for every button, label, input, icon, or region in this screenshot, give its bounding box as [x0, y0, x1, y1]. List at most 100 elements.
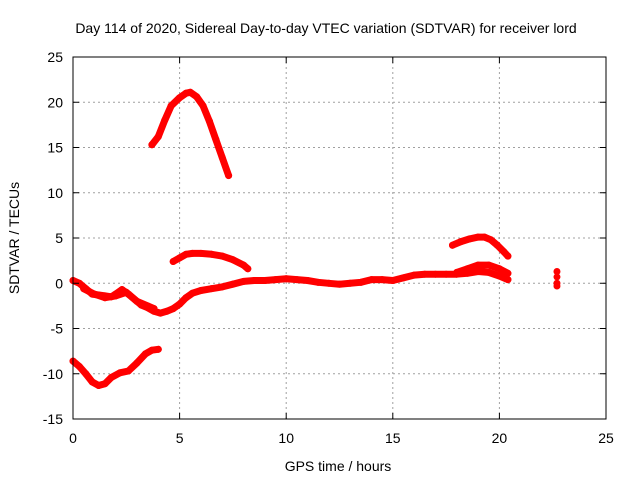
data-point-band-main-27 — [272, 276, 280, 284]
data-point-band-lower-5 — [133, 297, 141, 305]
data-point-arc-neg-4 — [95, 382, 103, 390]
data-point-band-main-45 — [463, 269, 471, 277]
data-point-band-lower-7 — [150, 305, 158, 313]
data-point-band-main-28 — [282, 275, 290, 283]
x-tick-label-25: 25 — [598, 430, 614, 446]
data-point-band-main-20 — [197, 286, 205, 294]
data-point-band-lower-2 — [101, 294, 109, 302]
data-point-arc-late-0 — [448, 241, 456, 249]
data-series — [69, 88, 561, 390]
data-point-arc-high-3 — [167, 102, 175, 110]
data-point-arc-late-low-3 — [485, 261, 493, 269]
data-point-arc-mid-7 — [229, 256, 237, 264]
data-point-arc-neg-11 — [148, 346, 156, 354]
data-point-arc-mid-2 — [182, 250, 190, 258]
data-point-band-lower-0 — [80, 285, 88, 293]
y-tick-label-0: 0 — [55, 275, 63, 291]
y-tick-label--10: -10 — [43, 366, 63, 382]
data-point-band-main-36 — [367, 276, 375, 284]
x-axis-label: GPS time / hours — [285, 458, 392, 474]
data-point-arc-mid-4 — [197, 249, 205, 257]
y-tick-label--15: -15 — [43, 411, 63, 427]
data-point-band-lower-4 — [122, 288, 130, 296]
data-point-arc-neg-7 — [116, 369, 124, 377]
data-point-band-main-22 — [218, 283, 226, 291]
data-point-arc-mid-6 — [218, 252, 226, 260]
data-point-band-lower-3 — [112, 292, 120, 300]
data-point-arc-neg-12 — [154, 345, 162, 353]
data-point-band-main-24 — [240, 277, 248, 285]
data-point-arc-high-7 — [193, 93, 201, 101]
series-line-band-main — [69, 268, 512, 317]
data-point-arc-late-8 — [504, 252, 512, 260]
data-point-arc-high-6 — [186, 88, 194, 96]
data-point-band-main-44 — [453, 270, 461, 278]
data-point-band-main-32 — [325, 279, 333, 287]
data-point-band-main-38 — [389, 277, 397, 285]
data-point-arc-neg-2 — [82, 370, 90, 378]
data-point-arc-mid-5 — [208, 250, 216, 258]
data-point-band-main-46 — [474, 267, 482, 275]
data-point-arc-mid-1 — [176, 254, 184, 262]
data-point-band-main-17 — [176, 300, 184, 308]
x-tick-label-10: 10 — [278, 430, 294, 446]
data-point-band-main-29 — [293, 276, 301, 284]
data-point-band-main-40 — [410, 271, 418, 279]
data-point-band-main-31 — [314, 278, 322, 286]
x-tick-label-0: 0 — [69, 430, 77, 446]
data-point-arc-high-10 — [212, 135, 220, 143]
data-point-arc-high-4 — [176, 94, 184, 102]
data-point-band-main-26 — [261, 277, 269, 285]
data-point-isolated-3 — [553, 282, 561, 290]
data-point-band-main-14 — [156, 309, 164, 317]
data-point-arc-high-2 — [161, 116, 169, 124]
data-point-band-main-35 — [357, 278, 365, 286]
data-point-arc-mid-9 — [244, 265, 252, 273]
data-point-band-main-19 — [188, 289, 196, 297]
data-point-band-main-42 — [431, 270, 439, 278]
data-point-band-main-43 — [442, 270, 450, 278]
data-point-arc-mid-0 — [169, 258, 177, 266]
data-point-arc-neg-6 — [107, 373, 115, 381]
data-point-band-main-16 — [169, 305, 177, 313]
axis-ticks: 0 5 10 15 20 25 -15 -10 -5 0 5 10 15 20 25 — [43, 49, 614, 446]
y-tick-label--5: -5 — [51, 321, 64, 337]
data-point-arc-neg-1 — [75, 363, 83, 371]
data-point-arc-late-low-5 — [504, 269, 512, 277]
data-point-arc-late-6 — [493, 241, 501, 249]
data-point-arc-late-3 — [474, 233, 482, 241]
data-point-arc-neg-5 — [101, 380, 109, 388]
y-tick-label-10: 10 — [47, 185, 63, 201]
data-point-band-main-47 — [485, 268, 493, 276]
data-point-arc-mid-3 — [188, 249, 196, 257]
data-point-arc-late-low-2 — [474, 261, 482, 269]
data-point-arc-high-11 — [218, 153, 226, 161]
data-point-band-main-25 — [250, 277, 258, 285]
data-point-arc-high-1 — [154, 133, 162, 141]
data-point-isolated-0 — [553, 267, 561, 275]
chart-title: Day 114 of 2020, Sidereal Day-to-day VTE… — [75, 20, 576, 36]
y-tick-label-20: 20 — [47, 94, 63, 110]
x-tick-label-5: 5 — [176, 430, 184, 446]
data-point-band-main-48 — [495, 272, 503, 280]
data-point-arc-high-12 — [225, 172, 233, 180]
data-point-isolated-1 — [553, 273, 561, 281]
y-tick-label-5: 5 — [55, 230, 63, 246]
data-point-band-main-33 — [336, 280, 343, 288]
data-point-arc-neg-8 — [124, 367, 132, 375]
data-point-band-main-30 — [304, 277, 312, 285]
data-point-arc-high-0 — [148, 141, 156, 149]
data-point-arc-late-2 — [466, 235, 474, 243]
series-line-arc-high — [148, 88, 233, 180]
data-point-arc-late-low-4 — [495, 265, 503, 273]
data-point-band-main-1 — [75, 279, 83, 287]
data-point-arc-neg-10 — [141, 350, 149, 358]
data-point-band-main-39 — [399, 274, 407, 282]
data-point-arc-high-9 — [205, 117, 213, 125]
data-point-band-main-15 — [163, 307, 171, 315]
data-point-band-main-34 — [346, 279, 354, 287]
y-axis-label: SDTVAR / TECUs — [6, 182, 22, 294]
grid — [73, 57, 606, 419]
